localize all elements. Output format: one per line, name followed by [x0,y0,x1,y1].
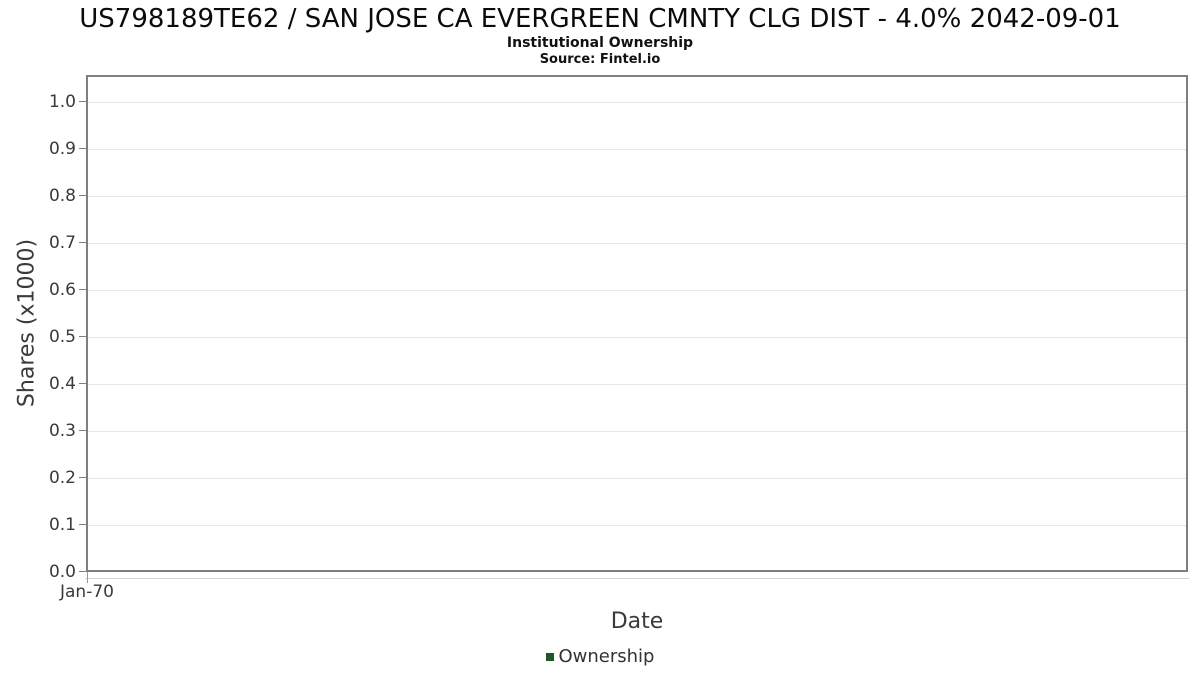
legend-item-ownership[interactable]: Ownership [545,646,655,667]
y-gridline [88,242,1186,244]
y-gridline [88,336,1186,338]
y-tick-mark [79,382,86,384]
y-tick-mark [79,241,86,243]
plot-area [86,75,1188,572]
y-tick-mark [79,523,86,525]
y-tick-label: 0.2 [48,467,76,488]
chart-subtitle: Institutional Ownership [506,35,694,51]
x-tick-mark [87,572,88,583]
legend-series-marker-icon [545,652,554,661]
y-tick-label: 0.8 [48,185,76,206]
y-gridline [88,524,1186,526]
y-tick-label: 0.1 [48,514,76,535]
y-tick-mark [79,335,86,337]
y-tick-mark [79,429,86,431]
y-tick-label: 0.9 [48,138,76,159]
y-gridline [88,289,1186,291]
chart-source-credit: Source: Fintel.io [539,52,661,67]
y-tick-label: 0.6 [48,279,76,300]
y-gridline [88,101,1186,103]
y-gridline [88,477,1186,479]
y-axis-title: Shares (x1000) [14,238,40,408]
chart-title: US798189TE62 / SAN JOSE CA EVERGREEN CMN… [79,4,1121,34]
y-tick-label: 0.5 [48,326,76,347]
y-tick-mark [79,571,86,572]
y-tick-mark [79,288,86,290]
y-gridline [88,430,1186,432]
y-tick-label: 1.0 [48,91,76,112]
y-tick-mark [79,194,86,196]
y-tick-mark [79,476,86,478]
x-axis-title: Date [610,609,664,634]
y-tick-label: 0.3 [48,420,76,441]
y-gridline [88,383,1186,385]
legend: Ownership [0,646,1200,667]
y-tick-label: 0.4 [48,373,76,394]
y-gridline [88,148,1186,150]
y-gridline [88,195,1186,197]
x-tick-label: Jan-70 [60,582,114,602]
legend-series-label: Ownership [558,646,655,667]
y-tick-label: 0.7 [48,232,76,253]
y-tick-mark [79,147,86,149]
x-axis-line [85,578,1189,579]
y-tick-mark [79,100,86,102]
y-tick-label: 0.0 [48,562,76,582]
